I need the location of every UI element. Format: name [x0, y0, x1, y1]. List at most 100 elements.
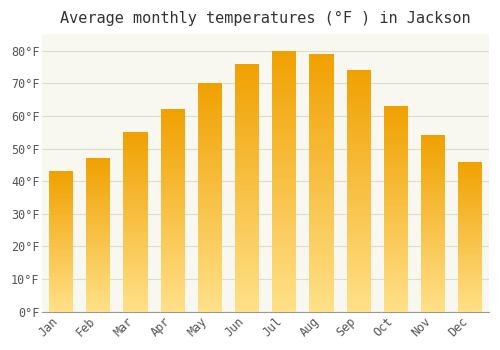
Bar: [160, 284, 184, 287]
Bar: [458, 265, 482, 267]
Bar: [86, 285, 110, 287]
Bar: [384, 289, 408, 291]
Bar: [86, 252, 110, 254]
Bar: [49, 217, 73, 219]
Bar: [124, 137, 148, 139]
Bar: [310, 63, 334, 67]
Bar: [124, 282, 148, 285]
Bar: [198, 183, 222, 186]
Bar: [160, 185, 184, 188]
Bar: [49, 196, 73, 198]
Bar: [49, 208, 73, 210]
Bar: [198, 238, 222, 240]
Bar: [49, 303, 73, 305]
Bar: [346, 254, 371, 258]
Bar: [458, 248, 482, 250]
Bar: [235, 163, 259, 166]
Bar: [160, 302, 184, 304]
Bar: [310, 234, 334, 238]
Bar: [384, 294, 408, 296]
Bar: [49, 286, 73, 287]
Bar: [235, 172, 259, 175]
Bar: [346, 288, 371, 290]
Bar: [86, 295, 110, 296]
Bar: [272, 250, 296, 253]
Bar: [421, 151, 445, 153]
Bar: [235, 150, 259, 154]
Bar: [272, 253, 296, 256]
Bar: [124, 229, 148, 231]
Bar: [272, 168, 296, 172]
Bar: [235, 272, 259, 275]
Bar: [421, 195, 445, 197]
Bar: [272, 197, 296, 201]
Bar: [384, 134, 408, 137]
Bar: [124, 224, 148, 226]
Bar: [384, 250, 408, 253]
Bar: [421, 171, 445, 173]
Bar: [160, 261, 184, 264]
Bar: [384, 232, 408, 234]
Bar: [235, 107, 259, 110]
Bar: [198, 234, 222, 238]
Bar: [421, 173, 445, 175]
Bar: [346, 134, 371, 136]
Bar: [86, 258, 110, 260]
Bar: [49, 215, 73, 217]
Bar: [235, 250, 259, 253]
Bar: [310, 54, 334, 57]
Bar: [384, 181, 408, 183]
Bar: [458, 206, 482, 209]
Bar: [458, 220, 482, 222]
Bar: [160, 178, 184, 180]
Bar: [384, 152, 408, 155]
Bar: [49, 291, 73, 293]
Bar: [384, 299, 408, 301]
Bar: [49, 287, 73, 289]
Bar: [458, 194, 482, 195]
Bar: [384, 219, 408, 222]
Bar: [124, 231, 148, 233]
Bar: [235, 157, 259, 160]
Bar: [384, 253, 408, 255]
Bar: [124, 271, 148, 274]
Bar: [160, 135, 184, 137]
Bar: [421, 310, 445, 312]
Bar: [272, 109, 296, 113]
Bar: [86, 201, 110, 202]
Bar: [346, 176, 371, 179]
Bar: [160, 299, 184, 302]
Bar: [198, 278, 222, 280]
Bar: [49, 229, 73, 231]
Bar: [272, 263, 296, 266]
Bar: [346, 116, 371, 119]
Bar: [198, 138, 222, 140]
Bar: [160, 152, 184, 155]
Bar: [310, 280, 334, 283]
Bar: [198, 180, 222, 183]
Bar: [86, 168, 110, 170]
Bar: [124, 233, 148, 236]
Bar: [160, 137, 184, 140]
Bar: [86, 189, 110, 191]
Bar: [310, 238, 334, 241]
Bar: [310, 160, 334, 163]
Bar: [124, 220, 148, 222]
Bar: [86, 300, 110, 302]
Bar: [310, 108, 334, 112]
Bar: [310, 131, 334, 134]
Bar: [346, 94, 371, 97]
Bar: [86, 247, 110, 248]
Bar: [124, 265, 148, 267]
Bar: [198, 120, 222, 123]
Bar: [124, 134, 148, 137]
Bar: [49, 184, 73, 186]
Bar: [198, 269, 222, 272]
Bar: [421, 197, 445, 199]
Bar: [198, 158, 222, 160]
Bar: [346, 158, 371, 161]
Bar: [124, 262, 148, 265]
Bar: [310, 193, 334, 196]
Bar: [458, 235, 482, 237]
Bar: [235, 138, 259, 141]
